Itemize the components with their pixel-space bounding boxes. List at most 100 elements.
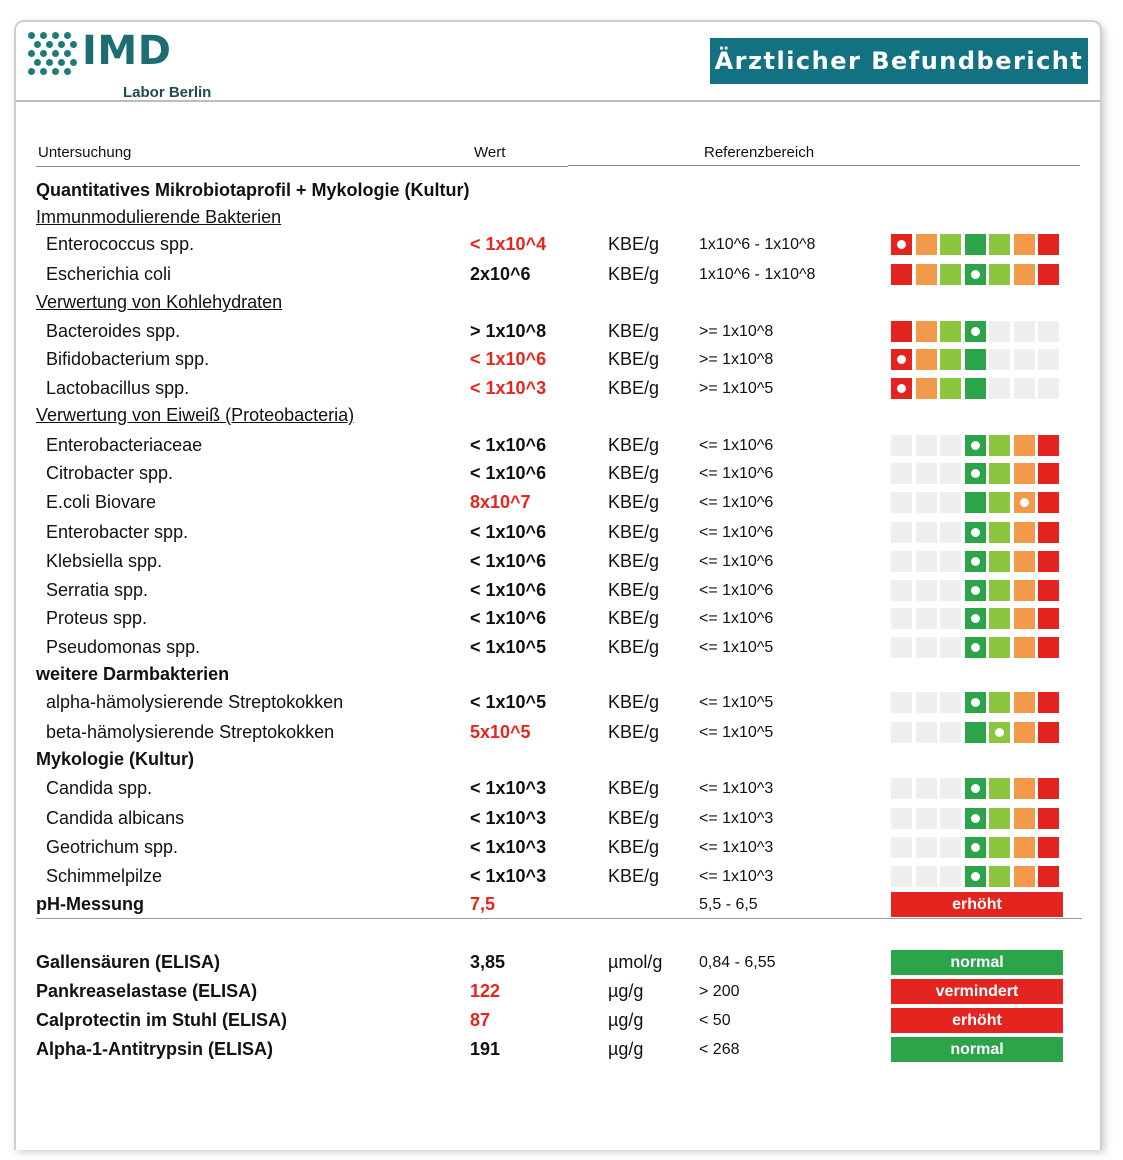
scale-cell <box>989 234 1010 255</box>
subsection-heading: Immunmodulierende Bakterien <box>16 207 1104 235</box>
result-value: > 1x10^8 <box>470 321 547 341</box>
scale-cell <box>1038 808 1059 829</box>
logo-dot <box>58 41 65 48</box>
scale-cell <box>964 637 986 658</box>
scale-cell <box>915 808 937 829</box>
result-value: < 1x10^6 <box>470 463 547 483</box>
scale-cell <box>940 264 961 285</box>
scale-cell <box>915 608 937 629</box>
result-unit: KBE/g <box>608 722 660 742</box>
reference-range: <= 1x10^6 <box>699 553 774 570</box>
scale-cell <box>915 492 937 513</box>
result-unit: µg/g <box>608 1039 644 1059</box>
scale-cell <box>891 378 912 399</box>
result-row: Geotrichum spp. < 1x10^3 KBE/g <= 1x10^3 <box>16 837 1104 865</box>
section-title: Immunmodulierende Bakterien <box>36 207 282 227</box>
test-name: Enterobacteriaceae <box>46 435 203 455</box>
scale-cell <box>989 378 1010 399</box>
scale-cell <box>989 435 1010 456</box>
reference-range: <= 1x10^3 <box>699 868 774 885</box>
scale-cell <box>1013 435 1035 456</box>
result-value: < 1x10^6 <box>470 551 547 571</box>
scale-cell <box>891 808 912 829</box>
result-marker-icon <box>970 327 980 336</box>
reference-range: 0,84 - 6,55 <box>699 954 776 971</box>
scale-cell <box>891 264 912 285</box>
result-value: < 1x10^6 <box>470 608 547 628</box>
scale-cell <box>891 722 912 743</box>
scale-cell <box>964 778 986 799</box>
scale-cell <box>964 808 986 829</box>
logo-dot <box>40 50 47 57</box>
logo-dot <box>58 59 65 66</box>
scale-cell <box>915 866 937 887</box>
scale-cell <box>964 866 986 887</box>
subsection-heading: Verwertung von Eiweiß (Proteobacteria) <box>16 405 1104 433</box>
logo-dot <box>46 59 53 66</box>
scale-cell <box>915 837 937 858</box>
result-row: Bacteroides spp. > 1x10^8 KBE/g >= 1x10^8 <box>16 321 1104 349</box>
rating-scale <box>891 580 1063 602</box>
scale-cell <box>989 551 1010 572</box>
column-header-reference: Referenzbereich <box>704 144 815 161</box>
scale-cell <box>891 492 912 513</box>
result-unit: KBE/g <box>608 435 660 455</box>
scale-cell <box>1038 837 1059 858</box>
result-row: Enterobacter spp. < 1x10^6 KBE/g <= 1x10^6 <box>16 522 1104 550</box>
scale-cell <box>1013 778 1035 799</box>
scale-cell <box>989 463 1010 484</box>
rating-scale <box>891 808 1063 830</box>
result-unit: KBE/g <box>608 637 660 657</box>
scale-cell <box>964 349 986 370</box>
scale-cell <box>989 722 1010 743</box>
scale-cell <box>891 608 912 629</box>
reference-range: <= 1x10^5 <box>699 639 774 656</box>
scale-cell <box>1038 580 1059 601</box>
result-marker-icon <box>970 698 980 707</box>
reference-range: > 200 <box>699 983 740 1000</box>
scale-cell <box>1038 378 1059 399</box>
reference-range: >= 1x10^8 <box>699 351 774 368</box>
status-badge: vermindert <box>891 979 1063 1004</box>
scale-cell <box>964 492 986 513</box>
section-title: Verwertung von Kohlehydraten <box>36 292 283 312</box>
scale-cell <box>1013 492 1035 513</box>
scale-cell <box>940 349 961 370</box>
result-marker-icon <box>970 528 980 537</box>
result-value: < 1x10^5 <box>470 692 547 712</box>
scale-cell <box>940 637 961 658</box>
scale-cell <box>915 551 937 572</box>
test-name: Bacteroides spp. <box>46 321 181 341</box>
section-title: Verwertung von Eiweiß (Proteobacteria) <box>36 405 355 425</box>
scale-cell <box>989 692 1010 713</box>
reference-range: <= 1x10^6 <box>699 465 774 482</box>
scale-cell <box>964 522 986 543</box>
scale-cell <box>940 808 961 829</box>
test-name: Citrobacter spp. <box>46 463 174 483</box>
scale-cell <box>1038 492 1059 513</box>
test-name: Enterococcus spp. <box>46 234 195 254</box>
test-name: Pseudomonas spp. <box>46 637 201 657</box>
scale-cell <box>891 637 912 658</box>
result-row: Candida spp. < 1x10^3 KBE/g <= 1x10^3 <box>16 778 1104 806</box>
logo-dot <box>64 68 71 75</box>
scale-cell <box>891 866 912 887</box>
scale-cell <box>1038 722 1059 743</box>
scale-cell <box>1038 522 1059 543</box>
scale-cell <box>915 234 937 255</box>
logo-dot <box>52 50 59 57</box>
logo-name: IMD <box>82 28 172 74</box>
scale-cell <box>940 378 961 399</box>
reference-range: <= 1x10^3 <box>699 780 774 797</box>
scale-cell <box>964 551 986 572</box>
scale-cell <box>891 522 912 543</box>
scale-cell <box>940 837 961 858</box>
test-name: Proteus spp. <box>46 608 148 628</box>
scale-cell <box>1013 722 1035 743</box>
result-unit: KBE/g <box>608 234 660 254</box>
result-row: Gallensäuren (ELISA) 3,85 µmol/g 0,84 - 6,5… <box>16 950 1104 980</box>
result-marker-icon <box>970 586 980 595</box>
scale-cell <box>989 264 1010 285</box>
rating-scale <box>891 692 1063 714</box>
reference-range: 1x10^6 - 1x10^8 <box>699 236 816 253</box>
